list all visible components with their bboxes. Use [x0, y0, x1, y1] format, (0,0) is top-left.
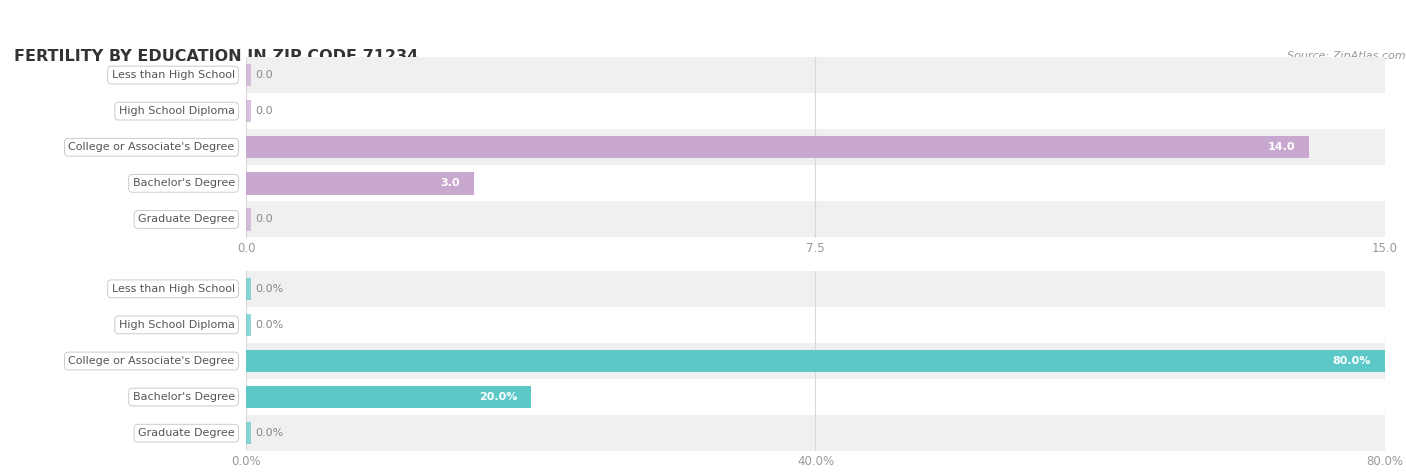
- Bar: [246, 165, 1385, 201]
- Text: College or Associate's Degree: College or Associate's Degree: [69, 142, 235, 152]
- Text: High School Diploma: High School Diploma: [118, 106, 235, 116]
- Bar: [246, 343, 1385, 379]
- Text: 0.0: 0.0: [254, 106, 273, 116]
- Text: Graduate Degree: Graduate Degree: [138, 214, 235, 225]
- Text: Less than High School: Less than High School: [111, 284, 235, 294]
- Bar: [246, 386, 531, 408]
- Text: Bachelor's Degree: Bachelor's Degree: [132, 178, 235, 189]
- Text: 0.0%: 0.0%: [254, 284, 284, 294]
- Bar: [246, 136, 1309, 159]
- Text: Bachelor's Degree: Bachelor's Degree: [132, 392, 235, 402]
- Text: 20.0%: 20.0%: [478, 392, 517, 402]
- Bar: [246, 415, 1385, 451]
- Bar: [246, 422, 250, 445]
- Bar: [246, 100, 250, 123]
- Bar: [246, 271, 1385, 307]
- Bar: [246, 201, 1385, 238]
- Text: 0.0%: 0.0%: [254, 320, 284, 330]
- Bar: [246, 57, 1385, 93]
- Text: FERTILITY BY EDUCATION IN ZIP CODE 71234: FERTILITY BY EDUCATION IN ZIP CODE 71234: [14, 48, 419, 64]
- Bar: [246, 93, 1385, 129]
- Bar: [246, 172, 474, 195]
- Text: High School Diploma: High School Diploma: [118, 320, 235, 330]
- Bar: [246, 208, 250, 231]
- Text: 0.0: 0.0: [254, 70, 273, 80]
- Text: 0.0: 0.0: [254, 214, 273, 225]
- Bar: [246, 129, 1385, 165]
- Text: Graduate Degree: Graduate Degree: [138, 428, 235, 438]
- Bar: [246, 379, 1385, 415]
- Text: College or Associate's Degree: College or Associate's Degree: [69, 356, 235, 366]
- Bar: [246, 350, 1385, 372]
- Text: 80.0%: 80.0%: [1333, 356, 1371, 366]
- Bar: [246, 307, 1385, 343]
- Bar: [246, 277, 250, 300]
- Text: 14.0: 14.0: [1268, 142, 1295, 152]
- Text: 0.0%: 0.0%: [254, 428, 284, 438]
- Text: 3.0: 3.0: [440, 178, 460, 189]
- Bar: [246, 64, 250, 86]
- Bar: [246, 314, 250, 336]
- Text: Less than High School: Less than High School: [111, 70, 235, 80]
- Text: Source: ZipAtlas.com: Source: ZipAtlas.com: [1288, 51, 1406, 61]
